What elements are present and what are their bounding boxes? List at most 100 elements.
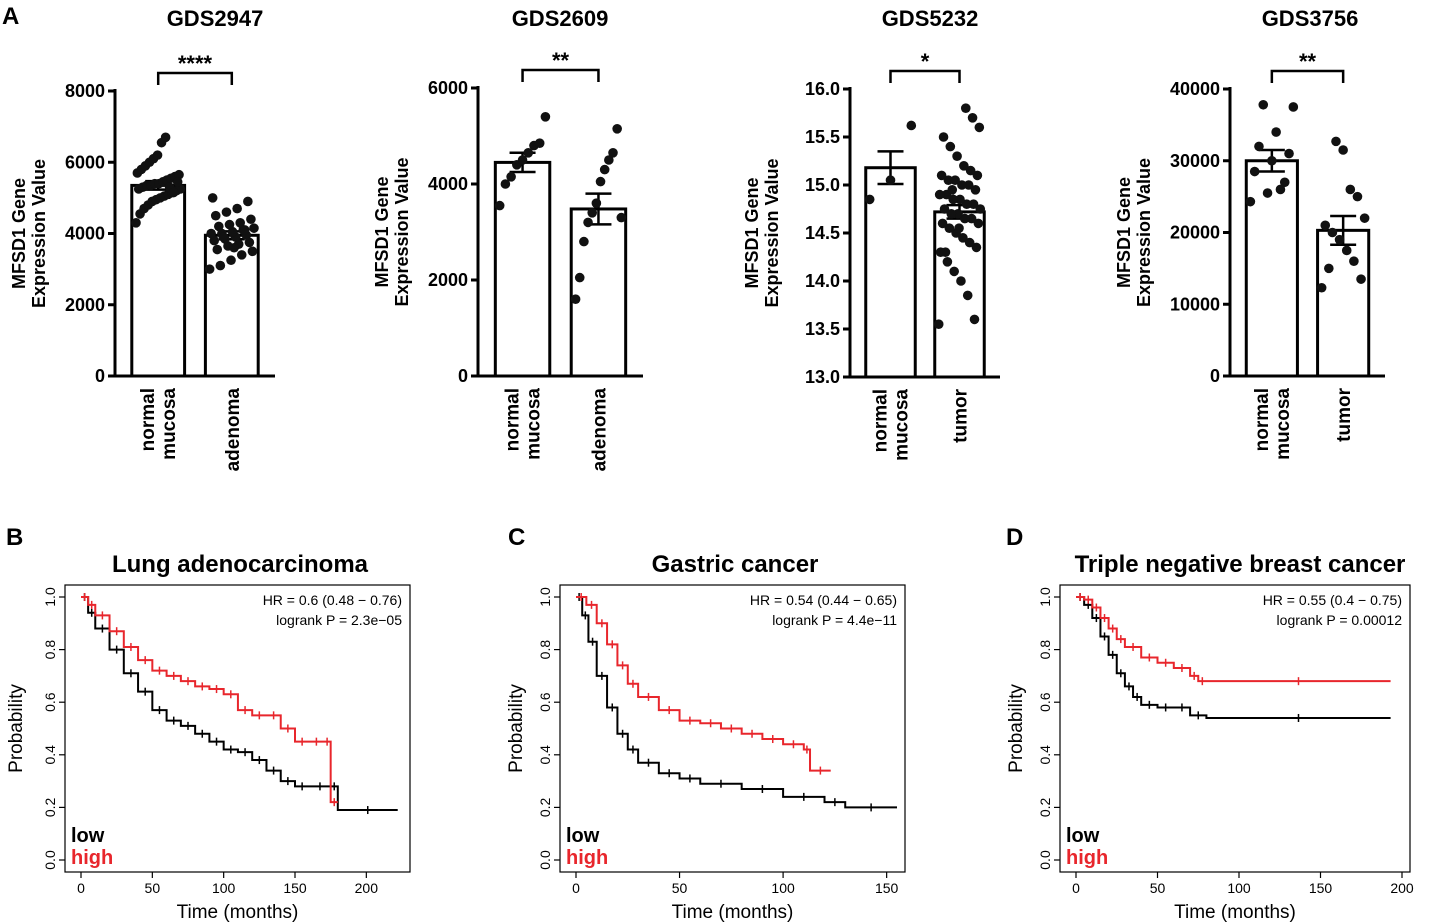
y-tick-label-wrap: 0.6 (1037, 692, 1053, 712)
x-axis-label: Time (months) (1174, 902, 1296, 923)
data-point (1338, 145, 1348, 155)
y-axis-label-wrap: Probability (506, 684, 527, 773)
y-tick-label: 15.0 (805, 175, 840, 195)
category-label-1: adenoma (223, 388, 244, 472)
data-point (612, 124, 622, 134)
data-point (574, 272, 585, 283)
data-point (1279, 177, 1290, 188)
y-tick-label: 0.0 (1037, 850, 1053, 870)
data-point (235, 218, 246, 228)
data-point (966, 213, 977, 224)
category-label-line2: mucosa (892, 389, 913, 461)
y-tick-label: 0.2 (42, 797, 58, 817)
legend-low: low (566, 825, 600, 847)
data-point (952, 151, 962, 161)
category-label-1: tumor (951, 388, 972, 442)
y-tick-label-wrap: 0.6 (42, 692, 58, 712)
y-tick-label-wrap: 1.0 (1037, 587, 1053, 607)
y-tick-label: 6000 (428, 78, 468, 98)
data-point (1331, 136, 1341, 147)
y-tick-label: 0 (1210, 366, 1220, 386)
data-point (1352, 191, 1363, 202)
significance-bracket (889, 69, 961, 83)
x-tick-label: 100 (212, 880, 236, 896)
data-point (604, 155, 614, 165)
y-tick-label-wrap: 0.8 (1037, 640, 1053, 660)
data-point (214, 221, 224, 232)
data-point (599, 164, 610, 175)
chart-title: GDS3756 (1262, 6, 1359, 31)
data-point (224, 219, 235, 230)
chart-title: GDS5232 (882, 6, 979, 31)
panel-letter-c: C (508, 524, 525, 551)
data-point (962, 290, 973, 301)
bar-chart-GDS5232: GDS5232 MFSD1 Gene Expression Value 13.0 13.… (742, 6, 1000, 461)
y-axis-label-wrap: Probability (6, 684, 27, 773)
y-axis-label-line2: Expression Value (1134, 158, 1154, 307)
y-axis-label-line1: MFSD1 Gene (9, 178, 29, 289)
y-tick-label: 0.0 (537, 850, 553, 870)
bar-0 (130, 183, 187, 378)
chart-title: GDS2609 (512, 6, 609, 31)
data-point (517, 155, 528, 165)
data-point (229, 242, 239, 253)
km-curve-low (1076, 596, 1391, 719)
legend-high: high (1066, 847, 1108, 869)
data-point (1245, 196, 1256, 207)
y-tick-label: 13.5 (805, 319, 840, 339)
data-point (967, 113, 978, 123)
panel-letter-b: B (6, 524, 23, 551)
data-point (226, 255, 236, 266)
x-tick-label: 150 (875, 880, 899, 896)
y-tick-label: 0 (95, 366, 105, 386)
km-plot-D: Triple negative breast cancer 0 50 100 150 20… (1006, 551, 1414, 923)
data-point (934, 189, 945, 200)
y-tick-label: 0.8 (537, 640, 553, 660)
data-point (1284, 148, 1294, 159)
significance-label: ** (552, 48, 570, 73)
data-point (955, 194, 965, 205)
data-point (974, 122, 985, 133)
y-tick-label: 2000 (428, 270, 468, 290)
data-point (933, 319, 944, 330)
data-point (540, 112, 551, 122)
logrank-text: logrank P = 0.00012 (1277, 612, 1403, 628)
bar-0 (1244, 159, 1299, 378)
y-tick-label: 0.4 (1037, 745, 1053, 765)
data-point (1262, 188, 1273, 198)
plot-frame (559, 584, 906, 873)
x-tick-label: 50 (1150, 880, 1166, 896)
data-point (1249, 166, 1260, 177)
category-label-line1: adenoma (223, 388, 244, 472)
category-label-line1: tumor (951, 388, 972, 442)
data-point (595, 176, 606, 187)
y-tick-label-wrap: 0.4 (537, 745, 553, 765)
data-point (973, 218, 984, 229)
plot-frame (64, 584, 411, 873)
y-tick-label: 0.6 (537, 692, 553, 712)
y-axis-label: MFSD1 Gene Expression Value (1114, 158, 1154, 307)
data-point (1334, 234, 1345, 245)
y-tick-label: 1.0 (1037, 587, 1053, 607)
legend-high: high (71, 847, 113, 869)
data-point (168, 187, 179, 198)
y-tick-label: 10000 (1170, 294, 1220, 314)
data-point (958, 233, 968, 243)
data-point (961, 199, 972, 209)
data-point (950, 175, 960, 185)
category-label-0: normal mucosa (871, 389, 913, 461)
y-tick-label: 0.4 (42, 745, 58, 765)
logrank-text: logrank P = 2.3e−05 (276, 612, 402, 628)
category-label-line1: normal (138, 388, 159, 451)
y-tick-label: 30000 (1170, 151, 1220, 171)
data-point (500, 179, 511, 189)
x-tick-label: 200 (1390, 880, 1414, 896)
y-tick-label: 0.0 (42, 850, 58, 870)
category-label-line1: tumor (1334, 387, 1355, 441)
data-point (172, 177, 183, 187)
category-label-line2: mucosa (1273, 388, 1294, 460)
y-tick-label-wrap: 0.2 (42, 797, 58, 817)
data-point (1320, 220, 1331, 231)
data-point (1349, 256, 1359, 267)
